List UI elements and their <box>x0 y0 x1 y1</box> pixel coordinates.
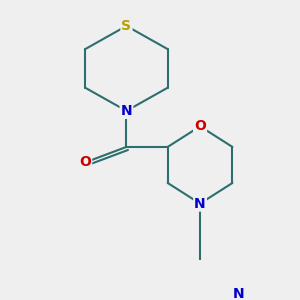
Text: S: S <box>122 19 131 33</box>
Text: N: N <box>232 287 244 300</box>
Text: N: N <box>194 196 206 211</box>
Text: N: N <box>121 104 132 118</box>
Text: O: O <box>79 155 91 170</box>
Text: O: O <box>194 119 206 133</box>
